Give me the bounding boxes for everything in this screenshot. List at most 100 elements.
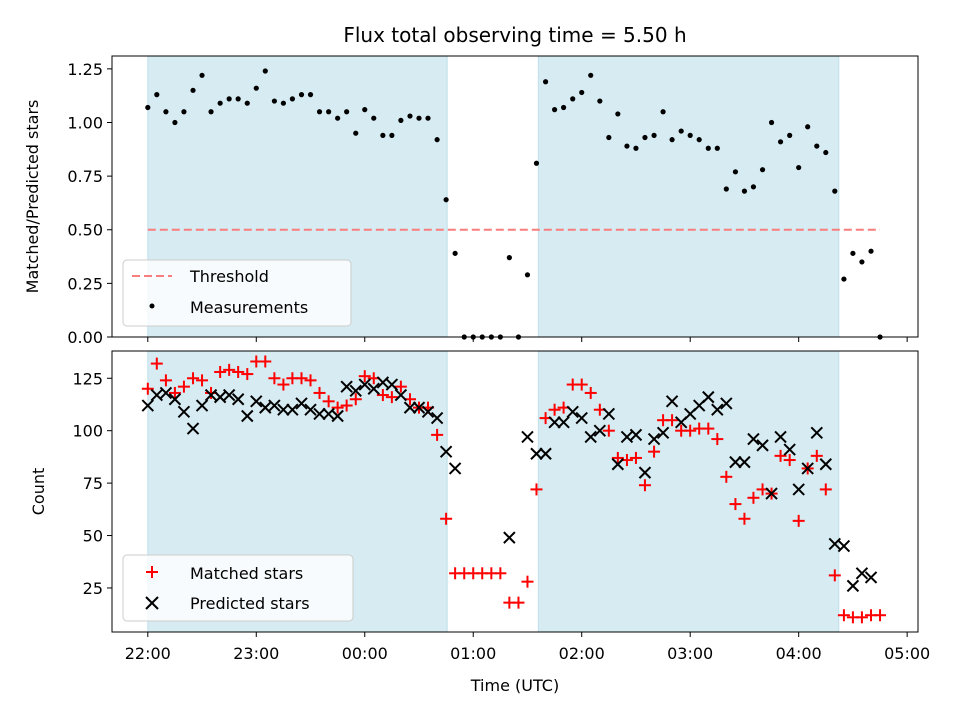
measurement-point [750,184,757,190]
measurement-point [316,109,323,115]
predicted-star-marker [195,399,209,412]
matched-star-marker [666,414,679,427]
matched-star-marker [232,365,245,378]
matched-star-marker [150,357,163,370]
shaded-span [537,55,840,338]
measurement-point [280,100,286,106]
measurement-point [362,107,368,113]
measurement-point [244,100,250,106]
measurement-point [181,109,187,115]
predicted-star-marker [349,384,362,398]
matched-star-marker [431,428,444,441]
measurement-point [524,272,531,278]
legend-measurement-label: Measurements [190,298,308,317]
measurement-point [542,79,549,85]
matched-star-marker [295,372,308,385]
x-tick-label: 02:00 [559,644,605,663]
predicted-star-marker [250,395,263,408]
measurement-point [606,134,612,141]
measurement-point [253,85,259,91]
y-tick-label: 100 [72,422,103,441]
matched-star-marker [648,445,661,458]
bottom-legend-box [122,554,354,622]
y-tick-label: 1.00 [67,113,103,132]
predicted-star-marker [439,445,453,458]
predicted-star-marker [331,409,344,423]
measurement-point [389,132,395,138]
matched-star-marker [602,424,615,437]
matched-star-marker [530,483,543,496]
predicted-star-marker [819,458,832,471]
matched-star-marker [575,378,588,391]
predicted-star-marker [530,447,543,460]
predicted-star-marker [711,403,724,416]
predicted-star-marker [566,405,579,419]
y-tick-label: 1.25 [67,60,103,79]
predicted-star-marker [602,407,616,421]
matched-star-marker [638,479,651,492]
measurement-point [579,89,585,96]
matched-star-marker [259,355,272,368]
matched-star-marker [494,567,507,580]
matched-star-marker [837,609,850,622]
predicted-star-marker [774,430,787,444]
measurement-point [416,115,422,121]
predicted-star-marker [213,390,227,404]
predicted-star-marker [620,430,634,444]
measurement-point [723,186,729,192]
matched-star-marker [720,470,733,483]
measurement-point [759,167,766,173]
predicted-star-marker [430,411,444,425]
measurement-point [271,98,277,104]
matched-star-marker [819,483,832,496]
matched-star-marker [855,611,868,624]
measurement-point [714,145,720,151]
matched-star-marker [629,451,642,464]
predicted-star-marker [611,458,625,471]
measurement-point [407,113,413,119]
measurement-point [371,115,377,121]
predicted-star-marker [313,407,326,421]
measurement-point [425,115,431,121]
chart-title: Flux total observing time = 5.50 h [343,23,686,47]
matched-star-marker [168,386,181,399]
matched-star-marker [141,382,154,395]
predicted-star-marker [367,382,380,395]
measurement-point [533,160,540,166]
measurement-point [796,164,802,171]
predicted-star-marker [747,432,760,446]
predicted-star-marker [295,397,308,410]
predicted-star-marker [792,483,805,496]
predicted-star-marker [720,397,733,410]
measurement-point [832,188,838,194]
matched-star-marker [214,365,227,378]
measurement-point [434,137,440,143]
predicted-star-marker [828,537,842,551]
y-tick-label: 75 [83,474,103,493]
matched-star-marker [584,386,597,399]
measurement-point [398,117,404,123]
bottom-x-ticks: 22:00 23:00 00:00 01:00 02:00 03:00 04:00 05:00 [125,632,930,663]
predicted-star-marker [765,487,778,500]
top-axes-frame [111,55,919,338]
matched-star-marker [187,372,200,385]
matched-star-marker [747,491,760,504]
matched-star-marker [874,609,887,622]
top-y-ticks: 0.00 0.25 0.50 0.75 1.00 1.25 [67,60,112,347]
predicted-star-marker [241,409,254,423]
measurement-point [597,98,603,104]
x-tick-label: 01:00 [450,644,496,663]
measurement-point [651,132,657,138]
measurement-point [687,132,693,138]
predicted-star-marker [521,430,534,444]
matched-star-marker [394,380,407,393]
measurement-point [289,96,296,102]
predicted-star-marker [783,443,796,456]
measurement-point [208,109,214,115]
x-axis-label: Time (UTC) [470,676,559,695]
y-tick-label: 25 [83,579,103,598]
predicted-star-marker [376,376,390,389]
measurement-point [380,132,386,138]
predicted-star-marker [412,401,426,414]
